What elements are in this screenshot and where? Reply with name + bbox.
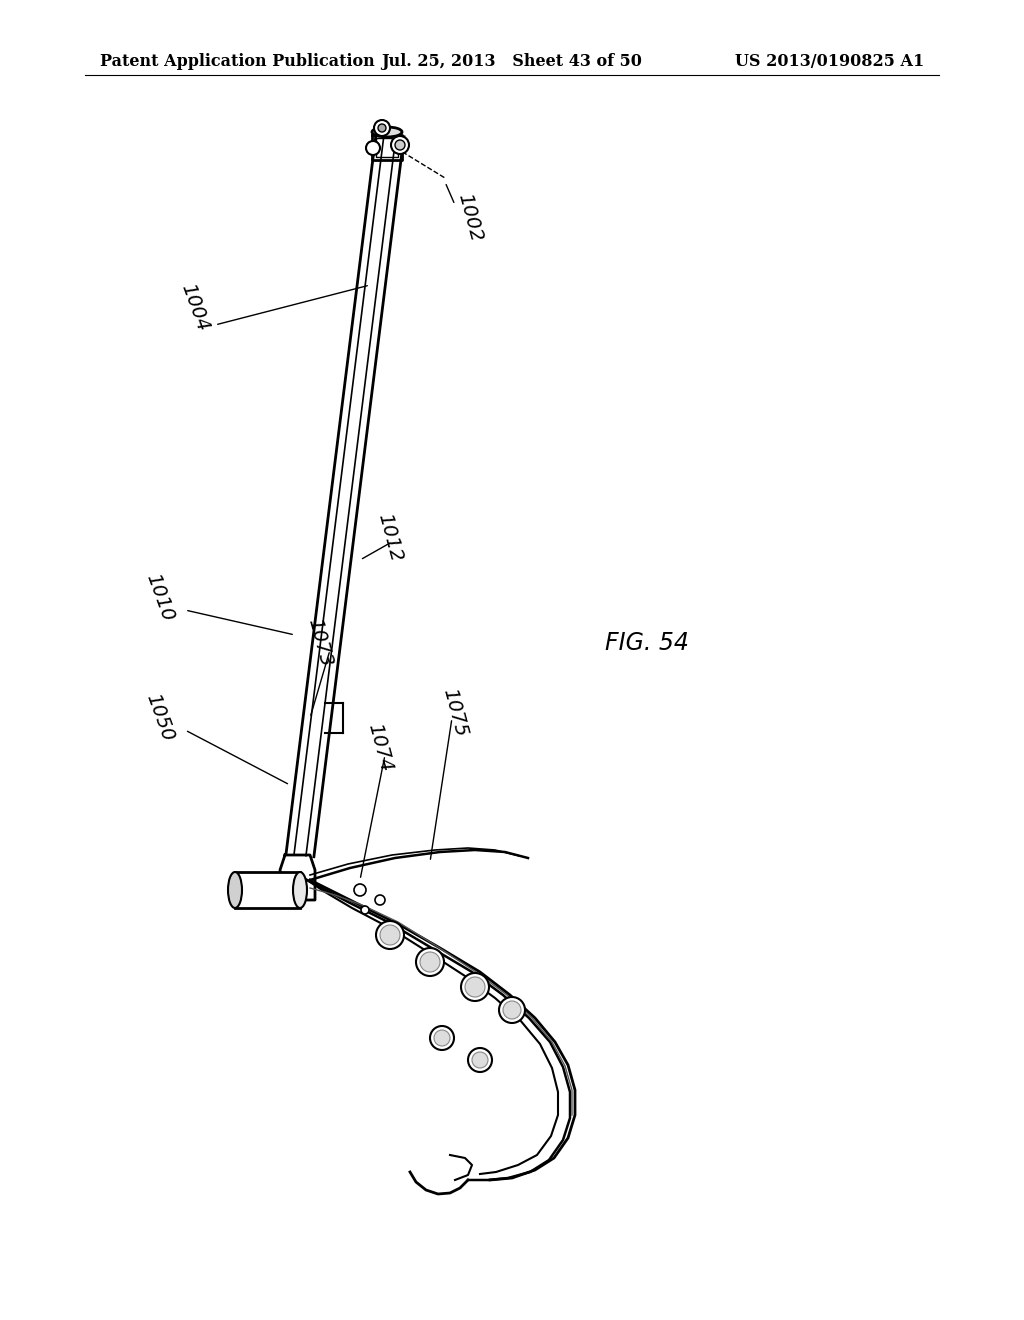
Circle shape	[416, 948, 444, 975]
Text: 1004: 1004	[177, 281, 212, 334]
Circle shape	[391, 136, 409, 154]
Bar	[234, 873, 300, 908]
Text: Patent Application Publication: Patent Application Publication	[100, 54, 375, 70]
Ellipse shape	[293, 873, 307, 908]
Ellipse shape	[372, 127, 402, 137]
Circle shape	[420, 952, 440, 972]
Circle shape	[472, 1052, 488, 1068]
Circle shape	[374, 120, 390, 136]
Circle shape	[361, 906, 369, 913]
Circle shape	[503, 1001, 521, 1019]
Text: 1012: 1012	[375, 511, 406, 564]
Circle shape	[375, 895, 385, 906]
Circle shape	[378, 124, 386, 132]
Text: 1002: 1002	[455, 191, 485, 244]
Text: 1050: 1050	[142, 690, 177, 744]
Text: US 2013/0190825 A1: US 2013/0190825 A1	[735, 54, 924, 70]
Circle shape	[468, 1048, 492, 1072]
Text: 1075: 1075	[439, 686, 471, 739]
Circle shape	[499, 997, 525, 1023]
Text: 1073: 1073	[304, 616, 336, 669]
Circle shape	[354, 884, 366, 896]
Text: 1074: 1074	[365, 721, 395, 774]
Circle shape	[366, 141, 380, 154]
Circle shape	[395, 140, 406, 150]
Circle shape	[376, 921, 404, 949]
Circle shape	[465, 977, 485, 997]
Ellipse shape	[228, 873, 242, 908]
Text: 1010: 1010	[142, 572, 177, 624]
Circle shape	[461, 973, 489, 1001]
Circle shape	[380, 925, 400, 945]
Text: FIG. 54: FIG. 54	[605, 631, 689, 655]
Text: Jul. 25, 2013   Sheet 43 of 50: Jul. 25, 2013 Sheet 43 of 50	[382, 54, 642, 70]
Circle shape	[430, 1026, 454, 1049]
Circle shape	[434, 1030, 450, 1045]
